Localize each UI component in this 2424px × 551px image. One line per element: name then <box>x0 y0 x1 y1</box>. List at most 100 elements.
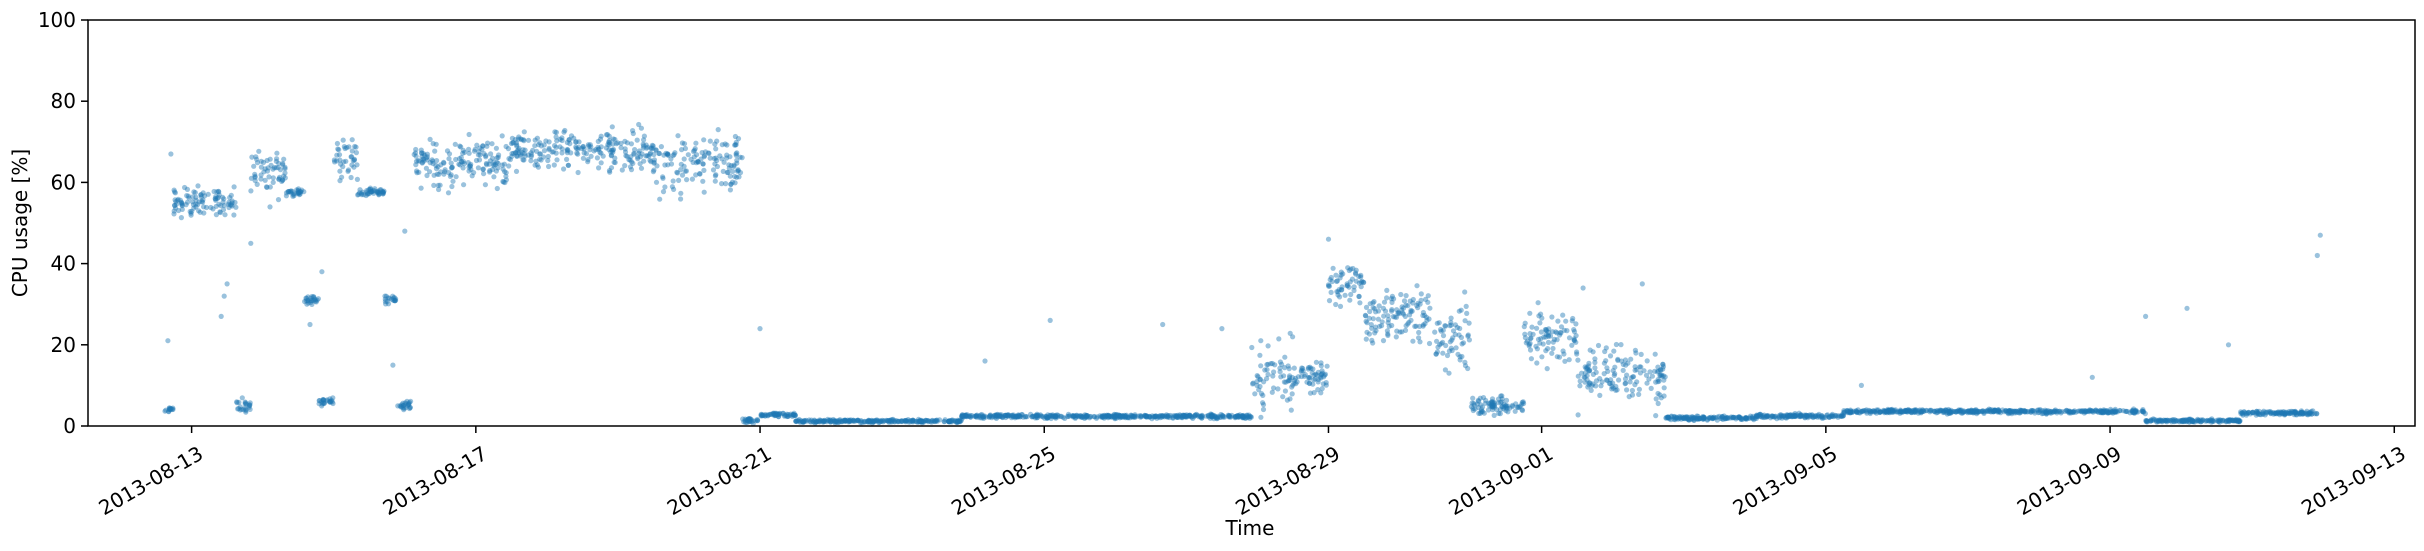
data-point-487 <box>477 152 483 158</box>
data-point-2192 <box>1534 346 1540 352</box>
data-point-764 <box>557 136 563 142</box>
data-point-148 <box>264 184 270 190</box>
data-point-1320 <box>1109 413 1115 419</box>
data-point-503 <box>423 165 429 171</box>
data-point-1357 <box>1099 413 1106 419</box>
data-point-2226 <box>1534 325 1540 331</box>
data-point-1331 <box>994 411 1001 417</box>
data-point-486 <box>480 143 486 149</box>
data-point-1231 <box>918 418 924 424</box>
data-point-1251 <box>796 416 802 423</box>
data-point-1377 <box>1031 413 1037 419</box>
data-point-3167 <box>1902 407 1908 413</box>
data-point-948 <box>746 416 753 422</box>
data-point-1245 <box>840 418 846 424</box>
data-point-784 <box>651 160 657 166</box>
data-point-1783 <box>1260 400 1266 406</box>
data-point-1157 <box>902 418 908 424</box>
data-point-848 <box>707 155 713 161</box>
data-point-857 <box>724 169 730 176</box>
data-point-41 <box>205 191 211 197</box>
data-point-430 <box>418 147 424 153</box>
data-point-624 <box>534 162 540 168</box>
data-point-355 <box>390 297 396 303</box>
data-point-2076 <box>1438 326 1444 333</box>
data-point-435 <box>493 168 499 174</box>
data-point-1281 <box>980 414 987 420</box>
data-point-1070 <box>799 419 806 425</box>
data-point-1022 <box>853 418 860 424</box>
data-point-684 <box>537 151 543 157</box>
data-point-885 <box>712 161 718 167</box>
data-point-3164 <box>1981 410 1987 416</box>
data-point-2206 <box>1571 337 1577 343</box>
data-point-1978 <box>1410 338 1416 344</box>
data-point-854 <box>712 173 719 179</box>
data-point-245 <box>302 298 308 305</box>
data-point-970 <box>762 413 768 419</box>
data-point-448 <box>421 156 427 162</box>
data-point-1292 <box>1107 413 1113 420</box>
data-point-98 <box>231 184 237 190</box>
data-point-434 <box>413 162 419 168</box>
data-point-38 <box>201 204 207 210</box>
data-point-1181 <box>881 418 888 424</box>
data-point-838 <box>720 168 726 174</box>
data-point-1976 <box>1401 298 1408 304</box>
data-point-3157 <box>2086 409 2092 415</box>
data-point-1232 <box>829 418 835 424</box>
data-point-1323 <box>1105 412 1111 418</box>
data-point-187 <box>274 150 280 156</box>
data-point-3148 <box>1918 410 1924 416</box>
data-point-48 <box>178 200 184 206</box>
data-point-969 <box>765 412 771 418</box>
data-point-411 <box>433 166 440 172</box>
data-point-1218 <box>907 419 913 425</box>
data-point-1002 <box>790 412 796 418</box>
data-point-1765 <box>1282 388 1288 394</box>
data-point-493 <box>466 131 472 138</box>
data-point-913 <box>678 161 684 167</box>
data-point-2167 <box>1516 404 1522 410</box>
data-point-298 <box>337 157 343 163</box>
data-point-1176 <box>855 417 861 423</box>
data-point-479 <box>500 166 506 172</box>
data-point-1300 <box>978 415 985 421</box>
data-point-735 <box>532 137 538 143</box>
data-point-182 <box>252 178 258 184</box>
data-point-3308 <box>2217 417 2224 423</box>
data-point-727 <box>537 151 544 157</box>
data-point-1228 <box>896 418 902 424</box>
data-point-68 <box>198 194 204 200</box>
data-point-761 <box>554 138 560 144</box>
data-point-1854 <box>1294 379 1300 385</box>
data-point-2360 <box>1612 371 1618 377</box>
data-point-999 <box>759 413 765 419</box>
data-point-3132 <box>1841 410 1847 416</box>
data-point-1155 <box>874 418 880 424</box>
data-point-870 <box>734 174 740 180</box>
data-point-120 <box>247 402 253 408</box>
data-point-642 <box>571 135 577 141</box>
data-point-110 <box>213 196 219 202</box>
data-point-546 <box>445 190 452 196</box>
data-point-1309 <box>968 414 974 420</box>
data-point-955 <box>762 411 769 418</box>
data-point-2372 <box>1613 341 1619 348</box>
data-point-1990 <box>1398 291 1404 298</box>
data-point-739 <box>635 156 641 162</box>
data-point-1398 <box>960 413 966 419</box>
data-point-52 <box>188 212 194 218</box>
data-point-1103 <box>825 416 831 422</box>
data-point-1182 <box>931 418 937 425</box>
data-point-912 <box>732 142 738 148</box>
data-point-2318 <box>1634 379 1640 385</box>
data-point-2205 <box>1563 318 1569 324</box>
data-point-787 <box>736 174 742 180</box>
data-point-1362 <box>997 413 1003 419</box>
data-point-647 <box>546 139 552 145</box>
data-point-1270 <box>949 418 955 424</box>
data-point-572 <box>628 154 634 160</box>
data-point-189 <box>252 171 258 177</box>
data-point-583 <box>513 150 519 156</box>
